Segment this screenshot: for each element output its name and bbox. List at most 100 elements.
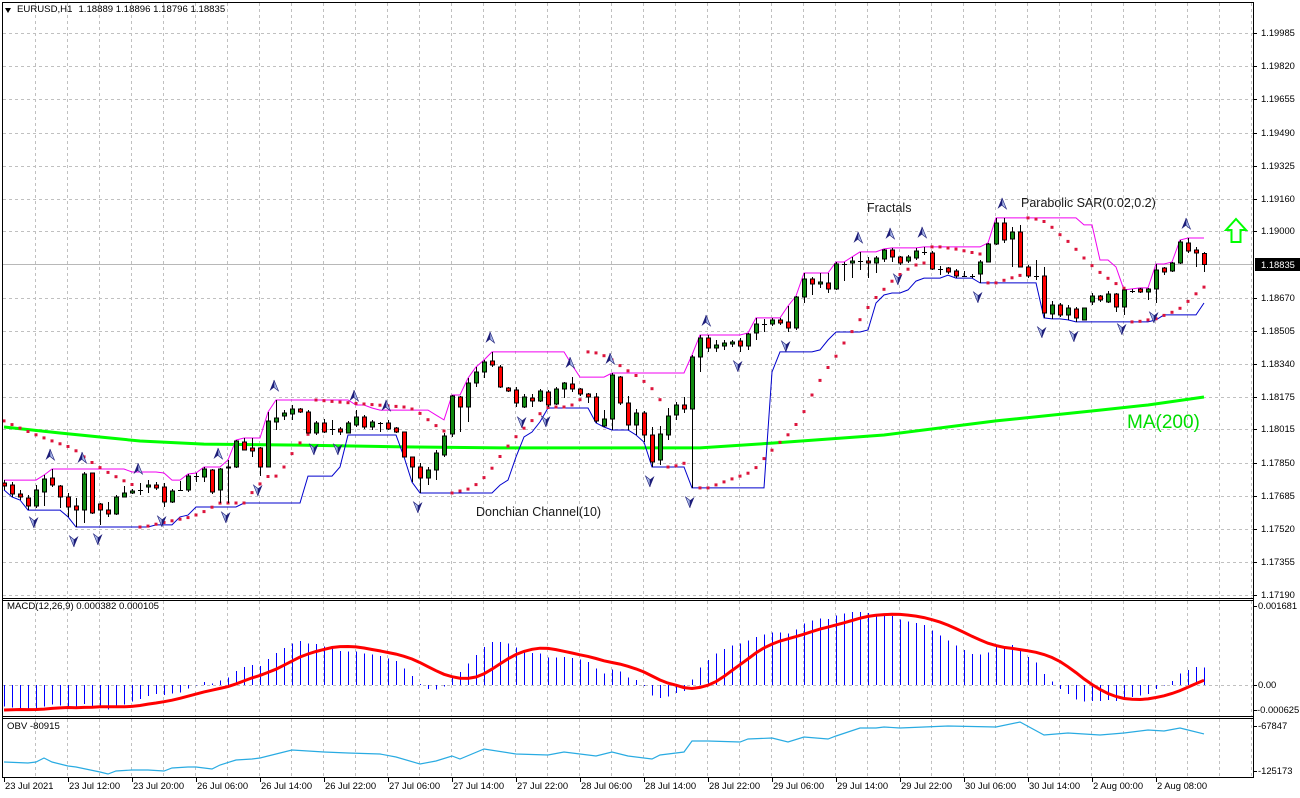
candle-body [882,249,887,260]
candle [778,317,783,325]
candle [466,378,471,422]
macd-signal-line [3,612,1205,712]
candle [450,395,455,437]
candle [434,449,439,481]
time-axis-label: 28 Jul 22:00 [709,780,761,791]
fractal-up-icon [605,352,616,365]
header-menu-triangle-icon[interactable] [5,7,11,13]
sar-dot [1074,247,1078,251]
price-axis-label: 1.19000 [1261,225,1295,237]
sar-dot [594,351,598,355]
sar-dot [746,471,750,475]
candle-body [682,404,687,410]
fractal-down-icon [780,340,791,353]
fractal-half [569,356,576,369]
candle-body [426,469,431,479]
fractal-half [997,197,1002,209]
price-axis-label: 1.17850 [1261,456,1295,468]
candle-body [626,402,631,426]
sar-dot [922,261,926,265]
fractal-half [226,512,231,524]
fractal-half [314,444,319,456]
fractal-up-icon [853,231,864,244]
candle [362,415,367,429]
candle [762,318,767,332]
candle [138,483,143,495]
sar-dot [786,433,790,437]
candle [298,408,303,414]
sar-dot [858,318,862,322]
candle [186,474,191,492]
obv-axis-min: -125173 [1258,765,1293,776]
candle [546,389,551,407]
fractal-up-icon [485,331,496,344]
fractal-half [349,390,354,402]
candle-body [362,416,367,428]
candle [1170,262,1175,272]
candle [818,273,823,288]
candle-body [418,466,423,479]
fractal-down-icon [1068,330,1079,343]
sar-dot [330,399,334,403]
candle-body [346,422,351,434]
main-price-pane[interactable] [2,2,1253,598]
candle-body [42,478,47,493]
candle [458,396,463,432]
candle [42,475,47,506]
price-axis-label: 1.17355 [1261,556,1295,568]
candle [674,402,679,420]
sar-dot [914,263,918,267]
obv-pane[interactable] [2,718,1253,777]
candle [682,397,687,414]
candle [130,488,135,494]
sar-dot [1002,278,1006,282]
candle-body [26,497,31,507]
macd-plot [3,612,1205,712]
sar-dot [1010,276,1014,280]
candle [50,469,55,487]
sar-dot [906,267,910,271]
sar-dot [1090,264,1094,268]
candle [330,419,335,435]
candle [10,482,15,497]
fractal-down-icon [308,443,319,456]
candle-body [650,434,655,463]
candle [690,354,695,488]
sar-dot [154,522,158,526]
candle-body [1154,269,1159,290]
sar-dot [274,474,278,478]
candle-body [546,391,551,406]
sar-dot [370,403,374,407]
sar-dot [506,444,510,448]
candle [386,419,391,430]
sar-dot [170,519,174,523]
sar-dot [634,374,638,377]
fractal-down-icon [156,515,167,528]
candle-body [706,337,711,349]
time-axis-label: 30 Jul 14:00 [1029,780,1081,791]
sar-dot [394,404,398,408]
sar-dot [314,398,318,402]
candle [1138,287,1143,293]
candle-body [322,422,327,433]
candle [626,396,631,430]
candle [194,473,199,483]
price-axis-label: 1.18015 [1261,423,1295,435]
time-axis-label: 30 Jul 06:00 [965,780,1017,791]
candle [954,269,959,279]
sar-dot [754,466,758,470]
fractal-half [609,352,616,365]
price-axis-label: 1.18175 [1261,391,1295,403]
fractal-half [650,476,655,488]
sar-dot [818,378,822,382]
candle-body [474,371,479,384]
candle [90,472,95,515]
candle [578,387,583,396]
candle [66,493,71,517]
candle [506,386,511,392]
macd-pane[interactable] [2,600,1253,716]
price-axis-label: 1.18505 [1261,324,1295,336]
candle-body [1058,304,1063,316]
sar-dot [866,306,870,309]
